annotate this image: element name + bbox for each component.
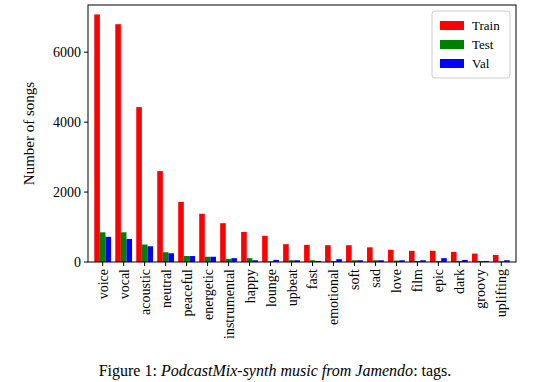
x-tick-label: acoustic	[138, 269, 153, 315]
bar	[178, 202, 184, 262]
y-tick	[84, 262, 88, 263]
x-tick-label: instrumental	[222, 269, 237, 339]
bar	[472, 254, 478, 262]
legend-label: Train	[472, 18, 500, 33]
x-tick-label: peaceful	[180, 269, 195, 317]
bar	[231, 258, 237, 262]
plot-frame	[88, 5, 516, 262]
bar	[388, 250, 394, 262]
x-tick-label: film	[410, 269, 425, 292]
x-tick	[501, 262, 502, 266]
bar	[142, 245, 148, 262]
bar	[346, 245, 352, 262]
x-tick-label: love	[389, 269, 404, 293]
x-tick	[480, 262, 481, 266]
bar	[367, 247, 373, 262]
bar	[105, 237, 111, 262]
x-tick-label: dark	[452, 269, 467, 294]
x-tick-label: epic	[431, 269, 446, 292]
x-tick	[249, 262, 250, 266]
bar	[189, 256, 195, 262]
x-tick	[291, 262, 292, 266]
bar	[199, 214, 205, 262]
x-tick-label: soft	[347, 269, 362, 290]
legend-swatch	[440, 40, 464, 49]
y-axis-label: Number of songs	[21, 82, 37, 185]
bar	[157, 171, 163, 262]
x-tick	[270, 262, 271, 266]
x-tick	[228, 262, 229, 266]
x-tick	[165, 262, 166, 266]
caption-part: PodcastMix-synth music from Jamendo	[160, 362, 413, 380]
x-tick-label: voice	[96, 269, 111, 299]
x-tick-label: energetic	[201, 269, 216, 320]
bar	[409, 251, 415, 262]
bar	[163, 252, 169, 262]
chart: 0 2000 4000 6000 voice vocal acoustic neutral pe…	[0, 0, 550, 382]
x-tick	[459, 262, 460, 266]
x-tick	[417, 262, 418, 266]
legend-swatch	[440, 21, 464, 30]
bar	[147, 246, 153, 262]
bar	[136, 107, 142, 262]
x-tick	[333, 262, 334, 266]
y-tick	[84, 122, 88, 123]
x-tick	[123, 262, 124, 266]
legend-label: Val	[472, 56, 490, 71]
bar	[210, 257, 216, 262]
bar	[94, 14, 100, 262]
x-tick	[102, 262, 103, 266]
x-tick-label: happy	[243, 269, 258, 303]
bar	[100, 232, 106, 262]
bar	[283, 244, 289, 262]
y-tick	[84, 52, 88, 53]
bar	[115, 24, 121, 262]
x-tick-label: emotional	[326, 269, 341, 325]
x-tick	[438, 262, 439, 266]
bar	[205, 257, 211, 262]
x-tick	[375, 262, 376, 266]
x-tick-label: sad	[368, 269, 383, 288]
legend-swatch	[440, 59, 464, 68]
bar	[247, 258, 253, 262]
caption-part: : tags.	[413, 362, 451, 380]
bar	[184, 256, 190, 262]
caption-part: Figure 1:	[99, 362, 161, 380]
bar	[304, 245, 310, 262]
bar	[325, 245, 331, 262]
legend: Train Test Val	[432, 11, 510, 78]
x-tick	[396, 262, 397, 266]
y-tick-label: 6000	[53, 45, 81, 60]
bar	[121, 232, 127, 262]
bar	[168, 253, 174, 262]
bar	[241, 232, 247, 262]
bar	[262, 236, 268, 262]
x-tick-label: uplifting	[494, 269, 509, 317]
x-tick	[312, 262, 313, 266]
y-tick-label: 0	[74, 255, 81, 270]
x-tick-label: fast	[305, 269, 320, 289]
bar	[441, 258, 447, 262]
bar	[493, 255, 499, 262]
x-tick	[207, 262, 208, 266]
x-tick-label: upbeat	[285, 269, 300, 306]
x-tick	[186, 262, 187, 266]
y-tick-label: 4000	[53, 115, 81, 130]
legend-label: Test	[472, 37, 494, 52]
x-tick-label: lounge	[264, 269, 279, 307]
y-tick	[84, 192, 88, 193]
caption: Figure 1: PodcastMix-synth music from Ja…	[99, 362, 452, 380]
bar	[430, 251, 436, 262]
legend-box	[432, 11, 510, 78]
x-tick-label: groovy	[473, 269, 488, 309]
x-tick-label: neutral	[159, 269, 174, 308]
bar	[451, 252, 457, 262]
bar	[126, 239, 132, 262]
bar	[220, 223, 226, 262]
x-tick-label: vocal	[117, 269, 132, 299]
y-tick-label: 2000	[53, 185, 81, 200]
x-tick	[144, 262, 145, 266]
x-tick	[354, 262, 355, 266]
